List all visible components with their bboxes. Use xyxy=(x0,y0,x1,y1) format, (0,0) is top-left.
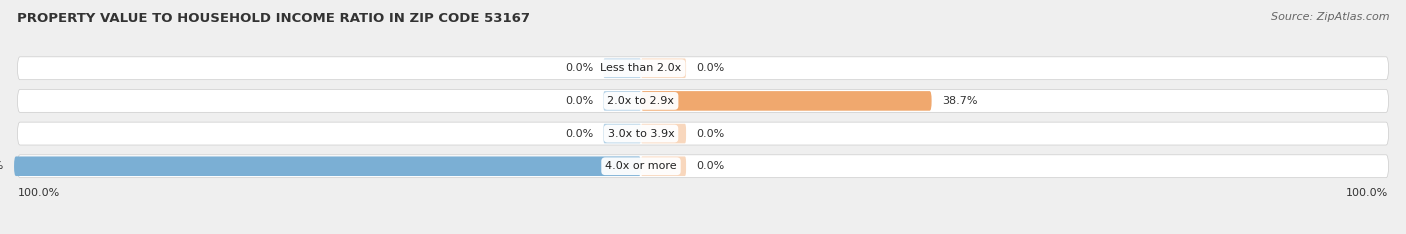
Text: Less than 2.0x: Less than 2.0x xyxy=(600,63,682,73)
Text: 0.0%: 0.0% xyxy=(565,63,593,73)
FancyBboxPatch shape xyxy=(17,155,1389,178)
FancyBboxPatch shape xyxy=(17,122,1389,145)
Text: Source: ZipAtlas.com: Source: ZipAtlas.com xyxy=(1271,12,1389,22)
FancyBboxPatch shape xyxy=(641,58,686,78)
FancyBboxPatch shape xyxy=(603,58,641,78)
FancyBboxPatch shape xyxy=(603,91,641,111)
Text: 3.0x to 3.9x: 3.0x to 3.9x xyxy=(607,128,675,139)
FancyBboxPatch shape xyxy=(17,57,1389,80)
FancyBboxPatch shape xyxy=(641,91,932,111)
Text: 0.0%: 0.0% xyxy=(565,128,593,139)
FancyBboxPatch shape xyxy=(17,89,1389,112)
Text: 4.0x or more: 4.0x or more xyxy=(605,161,676,171)
Text: 38.7%: 38.7% xyxy=(942,96,977,106)
Text: 0.0%: 0.0% xyxy=(565,96,593,106)
Text: 100.0%: 100.0% xyxy=(17,188,59,198)
Text: PROPERTY VALUE TO HOUSEHOLD INCOME RATIO IN ZIP CODE 53167: PROPERTY VALUE TO HOUSEHOLD INCOME RATIO… xyxy=(17,12,530,25)
Text: 0.0%: 0.0% xyxy=(696,128,724,139)
Text: 0.0%: 0.0% xyxy=(696,161,724,171)
FancyBboxPatch shape xyxy=(641,157,686,176)
FancyBboxPatch shape xyxy=(603,124,641,143)
FancyBboxPatch shape xyxy=(641,124,686,143)
Text: 100.0%: 100.0% xyxy=(0,161,4,171)
Text: 0.0%: 0.0% xyxy=(696,63,724,73)
FancyBboxPatch shape xyxy=(14,157,641,176)
Text: 2.0x to 2.9x: 2.0x to 2.9x xyxy=(607,96,675,106)
Text: 100.0%: 100.0% xyxy=(1347,188,1389,198)
